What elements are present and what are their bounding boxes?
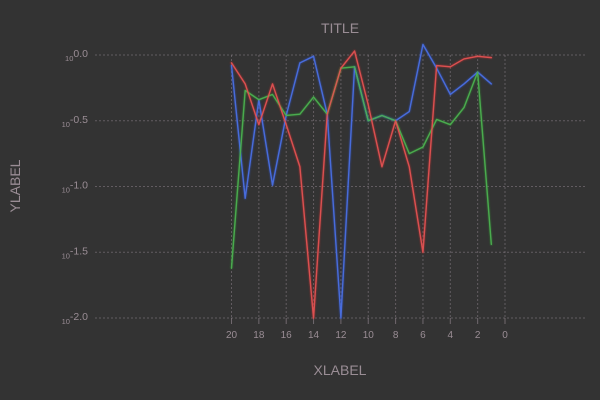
svg-text:YLABEL: YLABEL (7, 159, 23, 212)
svg-text:2: 2 (475, 330, 481, 341)
svg-text:10: 10 (363, 330, 375, 341)
svg-text:0: 0 (502, 330, 508, 341)
svg-text:8: 8 (393, 330, 399, 341)
svg-text:14: 14 (308, 330, 320, 341)
svg-text:4: 4 (448, 330, 454, 341)
svg-text:12: 12 (335, 330, 347, 341)
svg-text:16: 16 (281, 330, 293, 341)
svg-text:XLABEL: XLABEL (314, 362, 367, 378)
svg-text:6: 6 (420, 330, 426, 341)
svg-text:20: 20 (226, 330, 238, 341)
svg-text:18: 18 (253, 330, 265, 341)
svg-text:TITLE: TITLE (321, 20, 359, 36)
